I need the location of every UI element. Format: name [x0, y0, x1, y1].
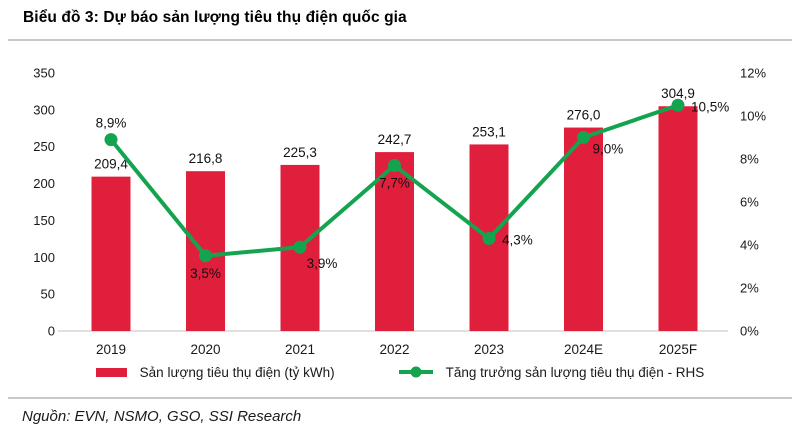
svg-text:2023: 2023: [474, 342, 504, 357]
svg-text:10%: 10%: [740, 109, 766, 124]
svg-text:253,1: 253,1: [472, 124, 506, 139]
svg-text:9,0%: 9,0%: [593, 142, 624, 157]
svg-text:2%: 2%: [740, 281, 759, 296]
footer-separator: [8, 397, 792, 399]
svg-text:300: 300: [33, 102, 55, 117]
svg-text:250: 250: [33, 139, 55, 154]
svg-text:216,8: 216,8: [189, 151, 223, 166]
svg-text:50: 50: [41, 287, 55, 302]
svg-text:4%: 4%: [740, 238, 759, 253]
svg-text:2022: 2022: [379, 342, 409, 357]
svg-text:6%: 6%: [740, 195, 759, 210]
svg-text:350: 350: [33, 66, 55, 81]
chart-title: Biểu đồ 3: Dự báo sản lượng tiêu thụ điệ…: [23, 9, 407, 26]
title-separator: [8, 39, 792, 41]
svg-text:304,9: 304,9: [661, 86, 695, 101]
svg-text:10,5%: 10,5%: [691, 99, 729, 114]
svg-text:3,9%: 3,9%: [307, 256, 338, 271]
svg-text:3,5%: 3,5%: [190, 266, 221, 281]
svg-text:8%: 8%: [740, 152, 759, 167]
svg-text:276,0: 276,0: [567, 108, 601, 123]
line-series-label: Tăng trưởng sản lượng tiêu thụ điện - RH…: [445, 364, 705, 380]
svg-text:0: 0: [48, 324, 55, 339]
svg-text:209,4: 209,4: [94, 157, 128, 172]
chart-svg: 350 300 250 200 150 100 50 0 12% 10% 8% 6% 4% 2% 0% 209…: [33, 66, 766, 358]
legend-item-bar: Sản lượng tiêu thụ điện (tỷ kWh): [95, 364, 335, 380]
svg-text:242,7: 242,7: [378, 132, 412, 147]
svg-text:2020: 2020: [190, 342, 220, 357]
svg-text:100: 100: [33, 250, 55, 265]
source-note: Nguồn: EVN, NSMO, GSO, SSI Research: [22, 408, 302, 425]
bar-series-swatch: [95, 367, 127, 377]
svg-text:2025F: 2025F: [659, 342, 697, 357]
svg-text:0%: 0%: [740, 324, 759, 339]
svg-text:2024E: 2024E: [564, 342, 603, 357]
line-marker-icon: [410, 366, 422, 378]
svg-text:225,3: 225,3: [283, 145, 317, 160]
chart-legend: Sản lượng tiêu thụ điện (tỷ kWh) Tăng tr…: [0, 362, 800, 382]
svg-text:7,7%: 7,7%: [379, 175, 410, 190]
svg-text:2021: 2021: [285, 342, 315, 357]
svg-text:8,9%: 8,9%: [96, 116, 127, 131]
svg-text:12%: 12%: [740, 66, 766, 81]
line-series-swatch: [398, 366, 433, 378]
svg-text:2019: 2019: [96, 342, 126, 357]
svg-text:4,3%: 4,3%: [502, 233, 533, 248]
svg-text:150: 150: [33, 213, 55, 228]
svg-text:200: 200: [33, 176, 55, 191]
bar-series-label: Sản lượng tiêu thụ điện (tỷ kWh): [139, 364, 335, 380]
legend-item-line: Tăng trưởng sản lượng tiêu thụ điện - RH…: [398, 364, 705, 380]
